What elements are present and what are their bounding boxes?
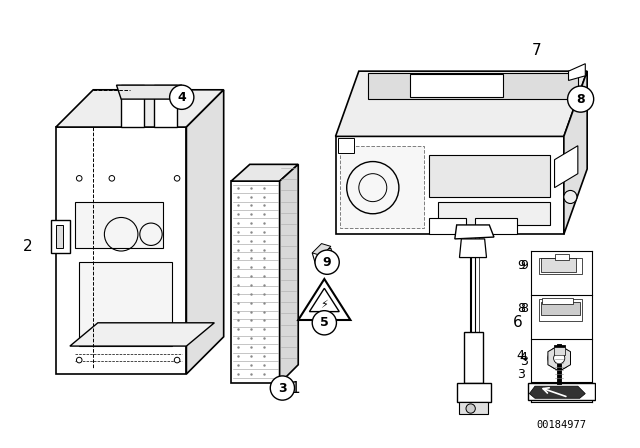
Text: 7: 7 [532,43,541,58]
Polygon shape [116,85,182,99]
Polygon shape [529,383,595,400]
Circle shape [554,353,564,364]
Polygon shape [231,164,298,181]
Polygon shape [476,219,517,234]
Polygon shape [339,138,354,153]
Polygon shape [280,164,298,383]
Circle shape [270,376,294,400]
Polygon shape [70,323,214,346]
Polygon shape [335,71,587,136]
Polygon shape [554,146,578,188]
Circle shape [564,190,577,203]
Polygon shape [121,85,145,127]
Circle shape [568,86,594,112]
Polygon shape [460,402,488,414]
Text: 9: 9 [323,256,332,269]
Circle shape [174,357,180,363]
Polygon shape [154,85,177,127]
Polygon shape [460,239,486,258]
Circle shape [466,404,476,413]
Circle shape [174,176,180,181]
Polygon shape [564,71,587,234]
Polygon shape [56,90,223,127]
Polygon shape [541,302,580,315]
Polygon shape [312,244,331,256]
Circle shape [312,310,337,335]
Polygon shape [231,181,280,383]
Text: 3: 3 [517,367,525,380]
Polygon shape [410,74,503,97]
Polygon shape [79,262,172,346]
Text: 3: 3 [278,382,287,395]
Text: 4: 4 [177,91,186,104]
Circle shape [315,250,339,274]
Polygon shape [554,254,568,260]
Polygon shape [539,300,582,321]
Polygon shape [312,248,335,269]
Polygon shape [186,90,223,374]
Text: 8: 8 [577,93,585,106]
Polygon shape [554,347,564,355]
Circle shape [170,85,194,109]
Polygon shape [368,73,578,99]
Text: 8: 8 [520,302,528,315]
Text: 4: 4 [517,349,525,362]
Text: ⚡: ⚡ [321,300,328,310]
Polygon shape [429,219,466,234]
Polygon shape [457,383,491,402]
Polygon shape [51,220,70,253]
Circle shape [634,229,640,254]
Polygon shape [298,279,351,320]
Polygon shape [340,146,424,228]
Polygon shape [56,127,186,374]
Polygon shape [543,297,573,304]
Circle shape [76,357,82,363]
Text: 3: 3 [520,355,528,368]
Text: 2: 2 [23,239,33,254]
Text: 00184977: 00184977 [536,420,586,431]
Text: 9: 9 [517,258,525,271]
Circle shape [109,176,115,181]
Text: 8: 8 [516,302,525,315]
Text: 5: 5 [320,316,329,329]
Polygon shape [335,136,564,234]
Polygon shape [529,386,586,398]
Text: 4: 4 [520,351,528,364]
Text: 1: 1 [291,380,300,396]
Polygon shape [56,225,63,248]
Polygon shape [568,64,586,81]
Circle shape [548,347,570,370]
Polygon shape [455,225,494,239]
Polygon shape [309,289,339,312]
Polygon shape [541,258,576,272]
Text: 9: 9 [520,258,528,271]
Text: 6: 6 [513,315,523,330]
Polygon shape [539,258,582,274]
Circle shape [76,176,82,181]
Polygon shape [464,332,483,383]
Polygon shape [548,345,570,371]
Polygon shape [438,202,550,225]
Polygon shape [429,155,550,197]
Polygon shape [74,202,163,248]
